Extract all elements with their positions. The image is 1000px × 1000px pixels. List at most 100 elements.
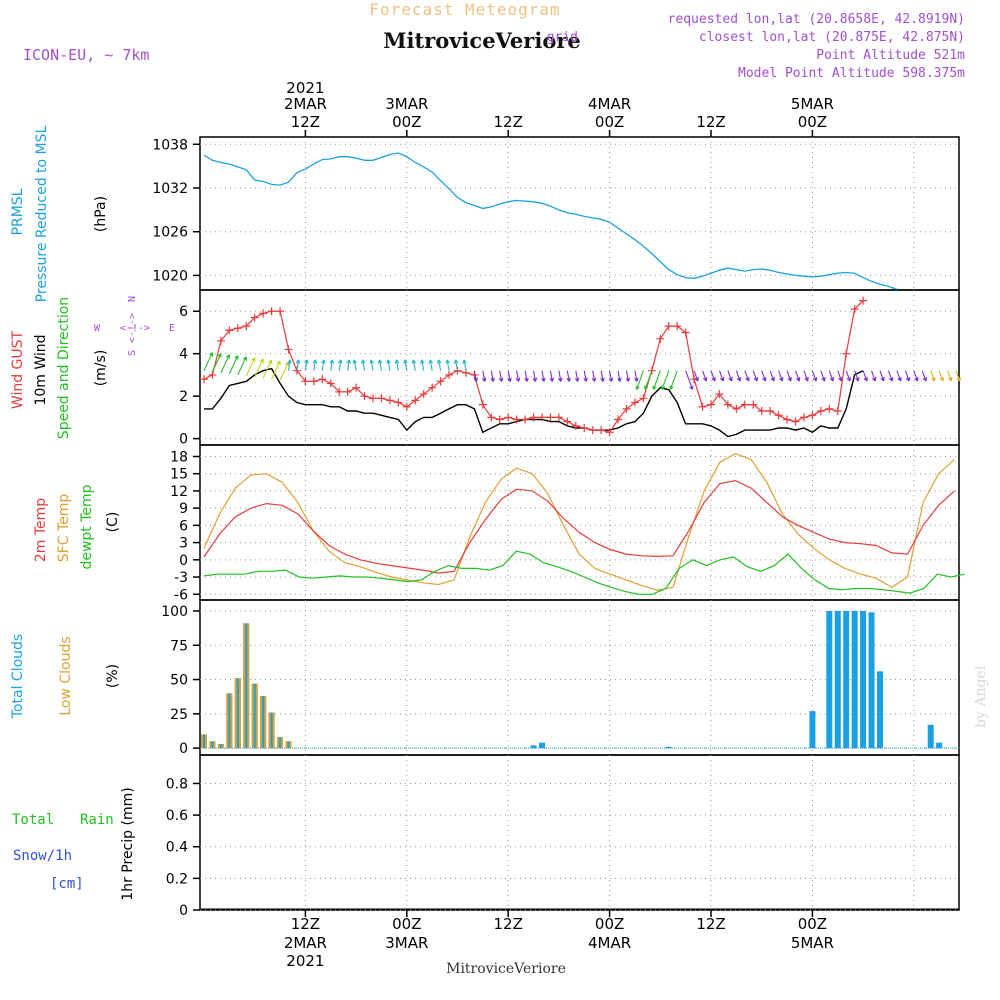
bottom-time-label: 4MAR (588, 934, 631, 952)
wind-gust-marker (216, 336, 225, 345)
requested-coords: requested lon,lat (20.8658E, 42.8919N) (668, 12, 965, 27)
temp-y-tick-label: 15 (170, 467, 188, 483)
wind-gust-marker (605, 428, 614, 437)
wind-direction-arrow (321, 359, 326, 371)
wind-gust-marker (630, 398, 639, 407)
low-cloud-bar (264, 696, 267, 749)
top-time-label: 12Z (291, 113, 320, 131)
wind-gust-marker (563, 417, 572, 426)
wind-direction-arrow (428, 359, 434, 371)
wind-gust-marker (597, 426, 606, 435)
wind-direction-arrow (786, 370, 792, 382)
wind-gust-marker (580, 424, 589, 433)
wind-direction-arrow (625, 370, 631, 382)
wind-direction-arrow (947, 370, 953, 382)
wind-direction-arrow (566, 370, 571, 382)
total-cloud-bar (243, 623, 250, 749)
precip-snow-label: Snow/1h (13, 848, 72, 864)
wind-y-tick-label: 2 (179, 389, 188, 405)
point-altitude: Point Altitude 521m (816, 48, 965, 63)
wind-direction-arrow (549, 370, 555, 382)
temp-y-tick-label: 0 (179, 553, 188, 569)
total-cloud-bar (860, 610, 867, 749)
cloud-y-tick-label: 0 (179, 741, 188, 757)
precip-y-tick-label: 0.4 (166, 840, 188, 856)
wind-gust-marker (816, 407, 825, 416)
wind-direction-arrow (710, 370, 716, 382)
wind-direction-arrow (652, 370, 661, 390)
bottom-time-label: 12Z (494, 915, 523, 933)
wind-gust-marker (369, 394, 377, 403)
bottom-time-label: 00Z (595, 915, 624, 933)
footer-station: MitroviceVeriore (446, 961, 566, 977)
precip-cm-label: [cm] (50, 876, 84, 892)
compass-s: S (127, 350, 138, 356)
wind-direction-arrow (693, 370, 699, 382)
wind-direction-arrow (769, 370, 775, 382)
wind-gust-marker (639, 394, 648, 403)
total-cloud-bar (209, 741, 216, 749)
wind-direction-arrow (203, 352, 214, 371)
gridlines (200, 137, 959, 911)
wind-direction-arrow (490, 370, 495, 382)
bottom-time-label: 12Z (291, 915, 320, 933)
top-time-label: 2021 (286, 79, 324, 97)
low-cloud-bar (230, 693, 233, 749)
wind-direction-arrow (386, 359, 391, 371)
wind-gust-marker (783, 415, 792, 424)
wind-gust-marker (673, 322, 682, 331)
wind-direction-arrow (608, 370, 614, 382)
total-cloud-bar (530, 745, 537, 749)
closest-coords: closest lon,lat (20.875E, 42.875N) (699, 30, 965, 45)
total-cloud-bar (539, 742, 545, 749)
low-cloud-bar (272, 712, 275, 749)
wind-direction-arrow (220, 354, 231, 374)
total-cloud-bar (927, 724, 934, 749)
cloud-y-tick-label: 50 (170, 673, 188, 689)
total-cloud-bar (936, 742, 943, 749)
wind-gust-marker (487, 413, 496, 422)
wind-direction-arrow (778, 370, 784, 382)
wind-direction-arrow (279, 361, 290, 381)
temp-2m-label: 2m Temp (33, 498, 49, 562)
wind-gust-marker (664, 322, 673, 331)
wind-direction-arrow (346, 359, 352, 371)
wind-direction-arrow (295, 359, 301, 371)
wind-gust-marker (242, 322, 251, 331)
temp-y-tick-label: 9 (179, 501, 188, 517)
low-clouds-label: Low Clouds (58, 636, 74, 715)
wind-direction-arrow (879, 370, 885, 382)
wind-gust-marker (622, 404, 631, 413)
wind-gust-marker (842, 349, 851, 358)
top-time-label: 2MAR (284, 95, 327, 113)
top-time-label: 5MAR (791, 95, 834, 113)
wind-gust-marker (681, 328, 690, 337)
bottom-time-label: 3MAR (385, 934, 428, 952)
wind-direction-arrow (896, 370, 902, 382)
wind-gust-marker (808, 411, 817, 420)
wind-gust-marker (445, 370, 454, 379)
wind-gust-marker (723, 400, 732, 409)
wind-direction-arrow (635, 370, 644, 390)
wind-gust-marker (335, 387, 344, 396)
pressure-y-tick-label: 1038 (152, 137, 188, 153)
wind-direction-arrow (462, 359, 467, 371)
wind-gust-marker (521, 415, 530, 424)
low-cloud-bar (277, 737, 280, 749)
wind-direction-arrow (617, 370, 622, 382)
pressure-panel-frame (199, 136, 960, 291)
total-cloud-bar (251, 683, 258, 749)
wind-direction-arrow (507, 370, 512, 382)
wind-direction-arrow (473, 370, 479, 382)
total-cloud-bar (277, 737, 284, 749)
wind-gust-marker (698, 402, 707, 411)
low-cloud-bar (285, 741, 288, 749)
wind-direction-arrow (660, 370, 670, 390)
temp-y-tick-label: 18 (170, 449, 188, 465)
wind-direction-arrow (871, 370, 877, 382)
wind-direction-arrow (337, 359, 343, 371)
wind-gust-marker (859, 296, 868, 305)
wind-direction-arrow (820, 370, 826, 382)
wind-gust-marker (267, 307, 276, 316)
wind-direction-arrow (744, 370, 750, 382)
